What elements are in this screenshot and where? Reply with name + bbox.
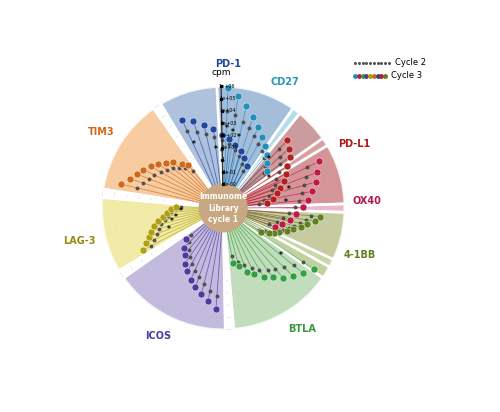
Wedge shape <box>223 114 344 208</box>
Text: *: * <box>288 185 291 194</box>
Text: *: * <box>267 155 271 164</box>
Circle shape <box>200 184 247 232</box>
Text: PD-1: PD-1 <box>215 59 241 69</box>
Text: *: * <box>284 197 288 206</box>
Wedge shape <box>223 145 345 260</box>
Text: *: * <box>267 174 270 183</box>
Wedge shape <box>124 208 226 330</box>
Text: 1e+04: 1e+04 <box>220 108 236 113</box>
Text: 1e+01: 1e+01 <box>221 145 238 150</box>
Text: BTLA: BTLA <box>288 324 316 334</box>
Text: 1e-01: 1e-01 <box>222 170 236 175</box>
Text: *: * <box>238 133 242 142</box>
Text: 1e-02: 1e-02 <box>223 182 237 187</box>
Wedge shape <box>103 108 223 208</box>
Wedge shape <box>223 208 330 329</box>
Text: *: * <box>214 145 218 154</box>
Text: *: * <box>232 128 235 136</box>
Wedge shape <box>223 208 344 278</box>
Text: *: * <box>174 213 178 222</box>
Text: TIM3: TIM3 <box>88 127 115 137</box>
Text: 1e+05: 1e+05 <box>219 96 236 101</box>
Text: ICOS: ICOS <box>144 331 171 342</box>
Text: *: * <box>220 148 224 157</box>
Text: *: * <box>279 250 283 260</box>
Text: PD-L1: PD-L1 <box>338 139 370 149</box>
Text: OX40: OX40 <box>352 196 382 206</box>
Text: Immunome
Library
cycle 1: Immunome Library cycle 1 <box>199 192 248 225</box>
Text: 1e+03: 1e+03 <box>220 121 236 126</box>
Text: *: * <box>166 225 170 234</box>
Text: *: * <box>192 140 196 150</box>
Text: *: * <box>224 124 228 133</box>
Text: cpm: cpm <box>212 68 231 77</box>
Text: 1e+06: 1e+06 <box>218 84 235 89</box>
Text: CD27: CD27 <box>270 77 299 87</box>
Wedge shape <box>160 87 293 208</box>
Text: Cycle 2: Cycle 2 <box>395 58 426 67</box>
Text: LAG-3: LAG-3 <box>62 236 95 246</box>
Text: 1: 1 <box>222 157 225 162</box>
Text: 4-1BB: 4-1BB <box>344 250 376 260</box>
Wedge shape <box>217 87 323 208</box>
Text: Cycle 3: Cycle 3 <box>392 71 422 80</box>
Text: 1e+02: 1e+02 <box>220 133 237 138</box>
Text: *: * <box>170 217 174 226</box>
Wedge shape <box>102 197 223 271</box>
Text: *: * <box>179 207 182 216</box>
